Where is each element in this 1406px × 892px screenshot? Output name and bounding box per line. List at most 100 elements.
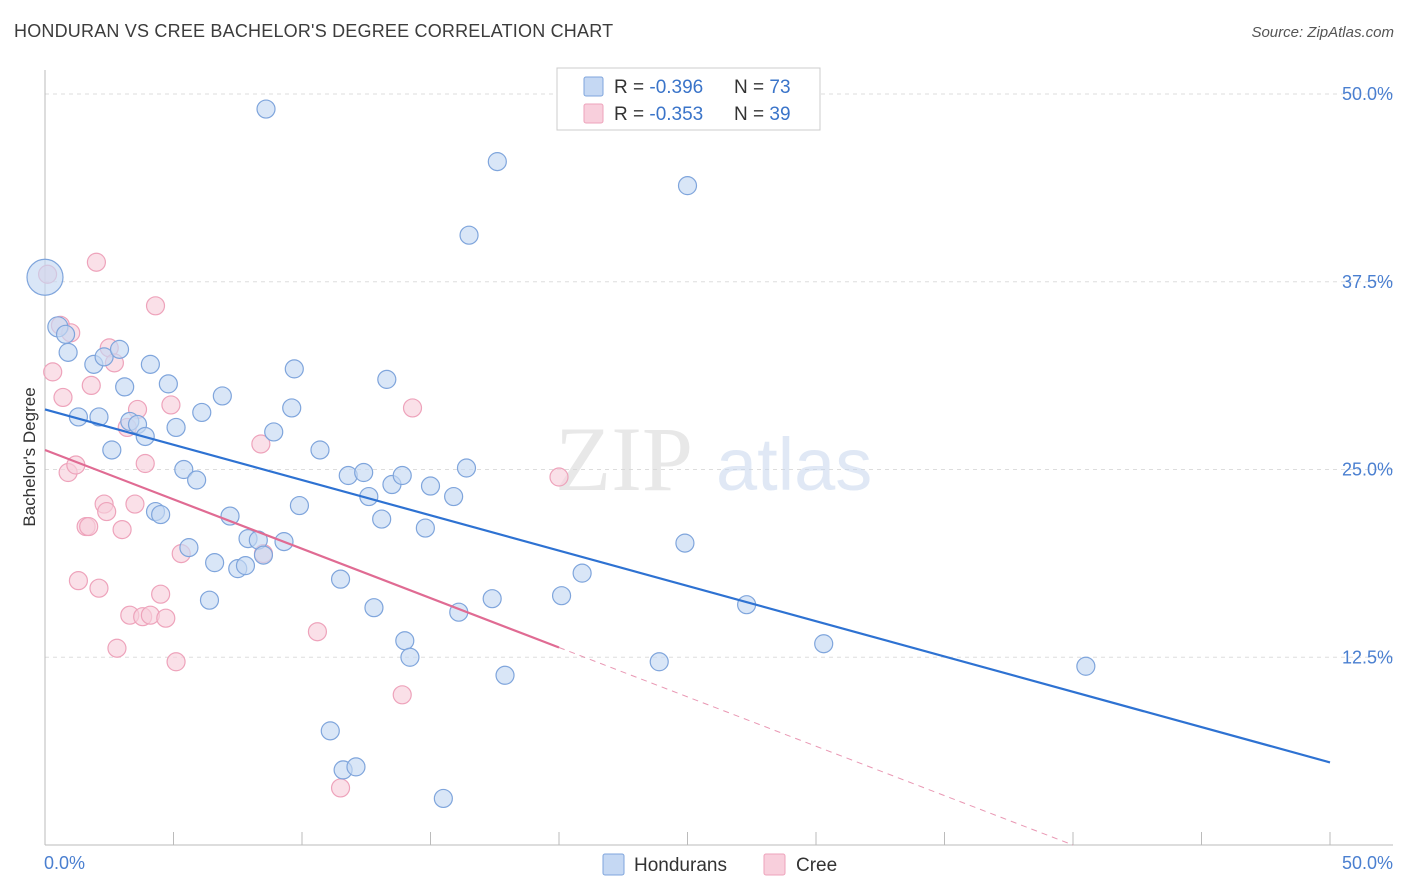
honduran-point bbox=[220, 506, 240, 526]
honduran-point bbox=[354, 462, 374, 483]
honduran-point bbox=[166, 417, 186, 438]
cree-point bbox=[330, 778, 351, 798]
honduran-trend-line bbox=[44, 408, 1331, 764]
honduran-point bbox=[372, 509, 392, 529]
cree-point bbox=[140, 605, 160, 625]
cree-point bbox=[89, 578, 109, 598]
cree-point bbox=[156, 608, 176, 628]
honduran-point bbox=[205, 553, 225, 573]
x-tick-label-min: 0.0% bbox=[44, 853, 85, 873]
cree-point bbox=[549, 467, 569, 487]
cree-point bbox=[79, 516, 99, 537]
cree-point bbox=[86, 252, 107, 272]
honduran-point bbox=[346, 757, 366, 777]
legend: R = -0.396 N = 73 R = -0.353 N = 39 bbox=[556, 67, 821, 131]
x-tick-label-max: 50.0% bbox=[1342, 853, 1393, 873]
honduran-point bbox=[487, 152, 507, 172]
watermark-zip: ZIP bbox=[555, 408, 693, 510]
axes bbox=[44, 70, 1393, 846]
honduran-point bbox=[330, 569, 351, 589]
honduran-point bbox=[400, 647, 420, 667]
honduran-point bbox=[115, 377, 135, 397]
cree-point bbox=[251, 434, 271, 454]
legend-row-blue-n: N = 73 bbox=[734, 77, 791, 98]
cree-point bbox=[107, 638, 127, 658]
honduran-point bbox=[282, 398, 302, 418]
honduran-point bbox=[109, 339, 130, 359]
legend-r-label: R = bbox=[614, 104, 649, 125]
cree-point bbox=[402, 398, 423, 418]
y-tick-labels: 12.5% 25.0% 37.5% 50.0% bbox=[1342, 84, 1393, 667]
honduran-point bbox=[433, 788, 453, 809]
legend-n-value: 73 bbox=[769, 77, 790, 98]
cree-point bbox=[392, 685, 412, 705]
honduran-point bbox=[89, 407, 109, 427]
y-tick-label: 37.5% bbox=[1342, 272, 1393, 292]
honduran-point bbox=[289, 495, 310, 516]
legend-swatch-pink bbox=[583, 103, 604, 124]
honduran-point bbox=[675, 533, 695, 553]
honduran-point bbox=[102, 440, 122, 460]
honduran-point bbox=[158, 374, 178, 394]
honduran-point bbox=[26, 258, 64, 296]
honduran-point bbox=[192, 402, 212, 423]
bottom-legend-label-cree: Cree bbox=[796, 855, 837, 876]
honduran-point bbox=[310, 440, 330, 460]
honduran-point bbox=[338, 465, 358, 486]
honduran-point bbox=[94, 347, 114, 367]
cree-point bbox=[81, 375, 101, 395]
legend-row-blue: R = -0.396 bbox=[614, 77, 703, 98]
honduran-point bbox=[364, 598, 384, 618]
cree-point bbox=[97, 501, 117, 522]
cree-point bbox=[135, 453, 155, 474]
cree-point bbox=[125, 494, 145, 514]
legend-row-pink: R = -0.353 bbox=[614, 104, 703, 125]
y-tick-label: 50.0% bbox=[1342, 84, 1393, 104]
watermark: ZIP atlas bbox=[555, 408, 872, 510]
honduran-point bbox=[253, 545, 274, 565]
legend-n-value: 39 bbox=[769, 104, 790, 125]
honduran-point bbox=[572, 563, 592, 583]
honduran-point bbox=[320, 721, 340, 741]
legend-n-label: N = bbox=[734, 77, 769, 98]
cree-point bbox=[166, 652, 186, 672]
legend-r-value: -0.353 bbox=[649, 104, 703, 125]
bottom-legend-swatch-cree bbox=[763, 853, 786, 876]
honduran-point bbox=[264, 422, 284, 442]
cree-point bbox=[68, 571, 89, 591]
honduran-point bbox=[395, 631, 415, 651]
honduran-point bbox=[459, 225, 479, 245]
bottom-legend: Hondurans Cree bbox=[602, 853, 837, 876]
cree-point bbox=[43, 362, 63, 382]
cree-point bbox=[307, 622, 328, 642]
bottom-legend-label-hondurans: Hondurans bbox=[634, 855, 727, 876]
watermark-atlas: atlas bbox=[716, 423, 872, 506]
honduran-point bbox=[551, 586, 572, 606]
legend-swatch-blue bbox=[583, 76, 604, 97]
honduran-point bbox=[677, 176, 698, 196]
honduran-point bbox=[377, 369, 397, 389]
honduran-point bbox=[235, 556, 256, 576]
legend-r-label: R = bbox=[614, 77, 649, 98]
legend-row-pink-n: N = 39 bbox=[734, 104, 791, 125]
source-credit: Source: ZipAtlas.com bbox=[1251, 24, 1394, 41]
grid-lines bbox=[45, 93, 1393, 658]
cree-points bbox=[37, 252, 569, 798]
honduran-point bbox=[140, 354, 160, 374]
cree-point bbox=[112, 519, 132, 540]
legend-n-label: N = bbox=[734, 104, 769, 125]
honduran-point bbox=[444, 486, 464, 507]
honduran-point bbox=[482, 589, 502, 609]
honduran-point bbox=[151, 504, 171, 525]
bottom-legend-swatch-hondurans bbox=[602, 853, 625, 876]
honduran-point bbox=[256, 99, 276, 119]
honduran-point bbox=[1076, 656, 1096, 676]
cree-point bbox=[151, 584, 171, 604]
honduran-point bbox=[212, 386, 232, 406]
cree-trend-line bbox=[44, 448, 560, 649]
cree-point bbox=[161, 395, 181, 415]
x-axis-ticks bbox=[44, 832, 1331, 845]
cree-trend-extension bbox=[558, 647, 1074, 846]
honduran-point bbox=[187, 470, 207, 490]
honduran-point bbox=[420, 476, 441, 496]
